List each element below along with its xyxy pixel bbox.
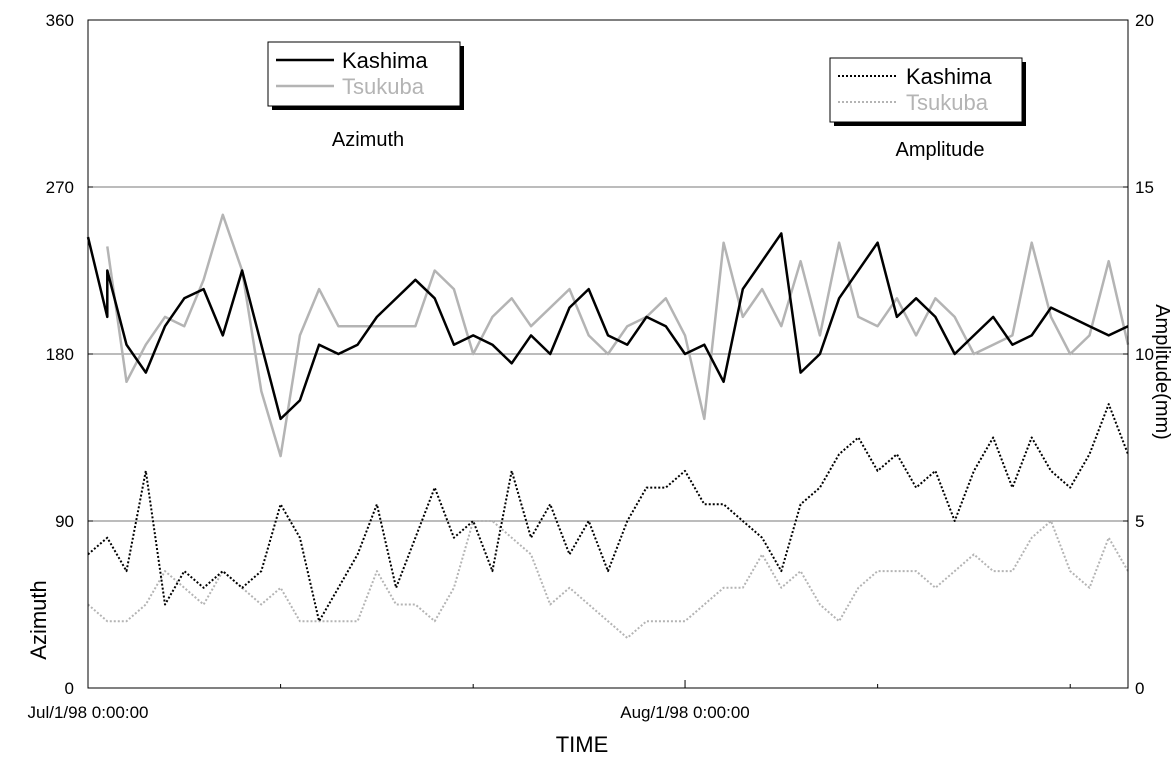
x-tick-label: Jul/1/98 0:00:00 <box>28 703 149 722</box>
legend-label: Kashima <box>342 48 428 73</box>
legend-label: Tsukuba <box>906 90 989 115</box>
y-axis-title-left: Azimuth <box>26 580 51 659</box>
y-right-tick-label: 10 <box>1135 345 1154 364</box>
x-tick-label: Aug/1/98 0:00:00 <box>620 703 750 722</box>
series-line-kashima-amplitude <box>87 403 1129 623</box>
axis-ticks: 0 90 180 270 360 0 5 10 15 20 Jul/1/98 0:00:00 Aug/… <box>28 11 1154 722</box>
y-left-tick-label: 360 <box>46 11 74 30</box>
legend-label: Tsukuba <box>342 74 425 99</box>
y-left-tick-label: 0 <box>65 679 74 698</box>
annotation-amplitude: Amplitude <box>896 139 985 161</box>
legend-box <box>267 41 461 107</box>
series-layer <box>86 213 1130 639</box>
y-right-tick-label: 15 <box>1135 178 1154 197</box>
y-right-tick-label: 0 <box>1135 679 1144 698</box>
x-axis-title: TIME <box>556 732 609 757</box>
annotation-azimuth: Azimuth <box>332 129 404 151</box>
y-left-tick-label: 270 <box>46 178 74 197</box>
y-right-tick-label: 5 <box>1135 512 1144 531</box>
y-left-tick-label: 90 <box>55 512 74 531</box>
series-line-tsukuba-amplitude <box>87 520 1129 639</box>
legend-label: Kashima <box>906 64 992 89</box>
legend-box <box>829 57 1023 123</box>
series-line-kashima-azimuth <box>86 232 1129 421</box>
y-right-tick-label: 20 <box>1135 11 1154 30</box>
y-axis-title-right: Amplitude(mm) <box>1151 304 1173 440</box>
y-left-tick-label: 180 <box>46 345 74 364</box>
